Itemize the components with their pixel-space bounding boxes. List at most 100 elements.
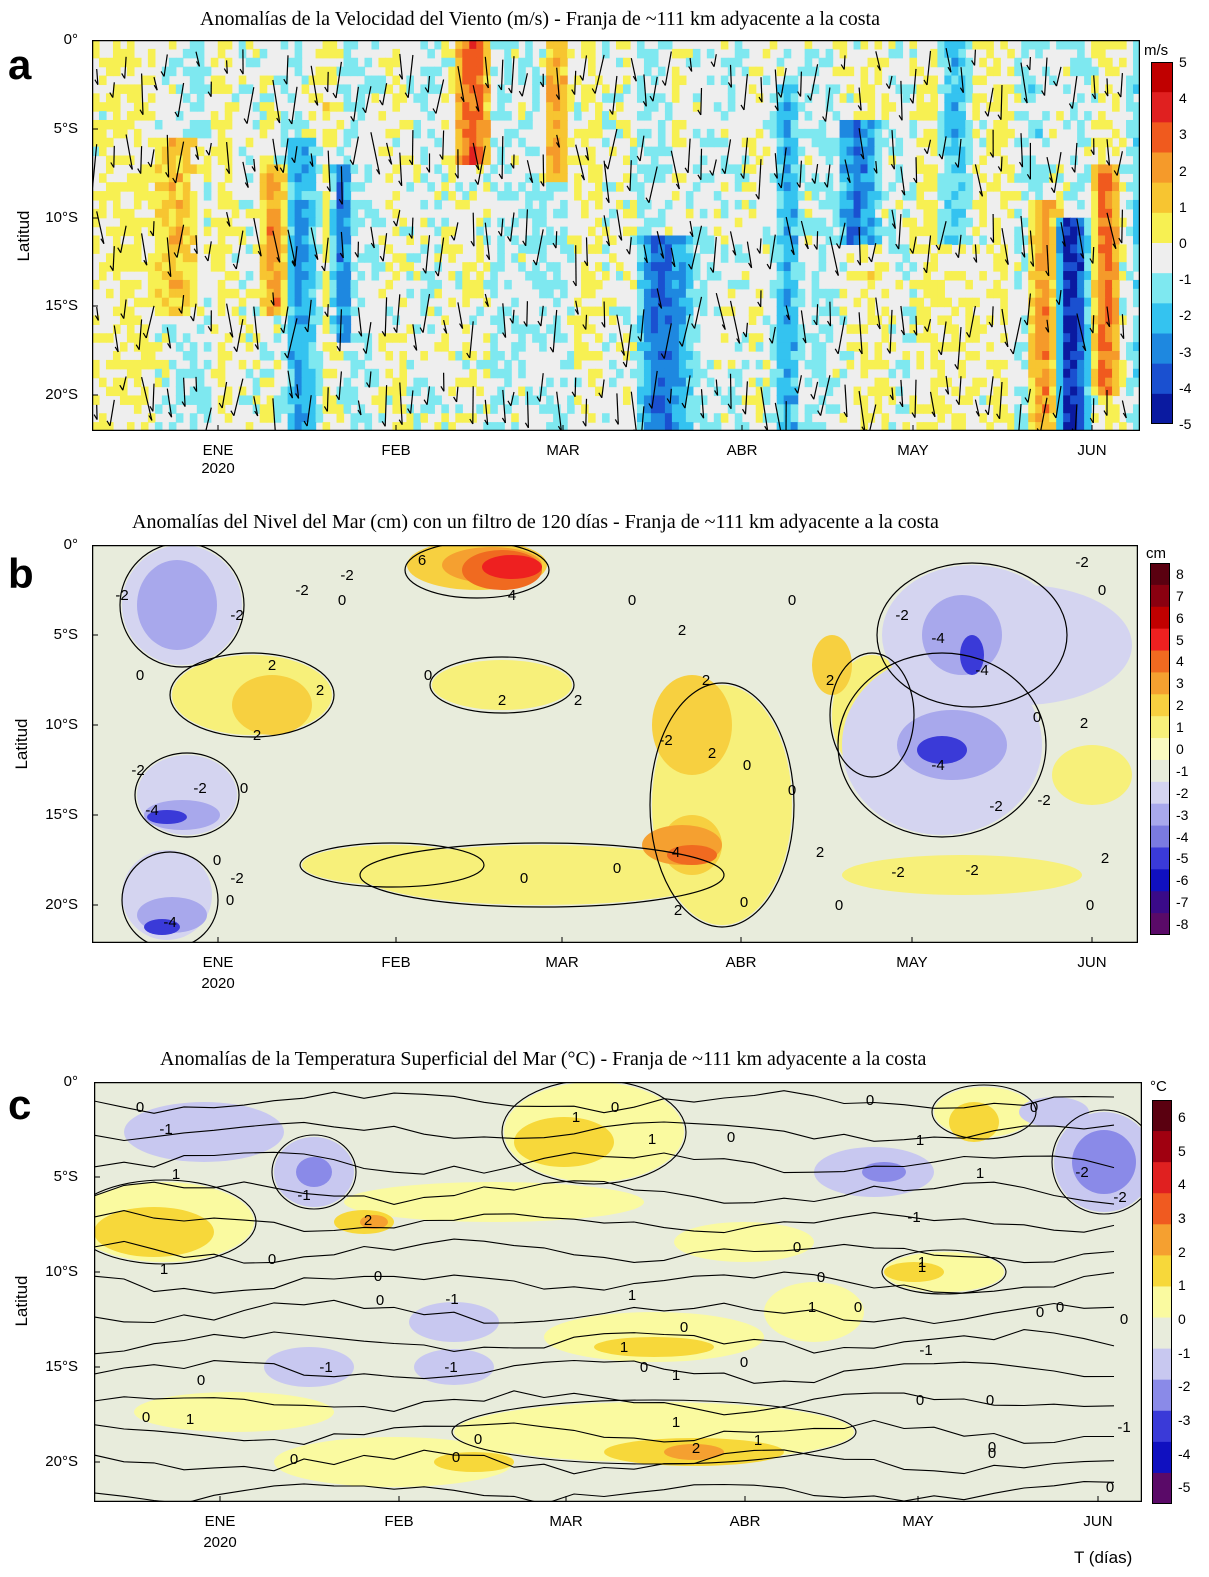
heatmap-cell: [154, 422, 163, 431]
wind-arrow-head: [506, 236, 512, 242]
heatmap-cell: [1091, 377, 1099, 388]
heatmap-cell: [902, 306, 911, 317]
wind-arrow: [484, 399, 489, 425]
contour-label: 1: [628, 1287, 636, 1304]
heatmap-cell: [308, 422, 317, 431]
heatmap-cell: [1000, 191, 1008, 201]
heatmap-cell: [944, 377, 952, 388]
heatmap-cell: [1042, 279, 1050, 290]
heatmap-cell: [860, 182, 869, 192]
colorbar-swatch: [1151, 62, 1173, 93]
heatmap-cell: [650, 422, 659, 431]
heatmap-cell: [217, 244, 226, 254]
heatmap-cell: [126, 66, 135, 77]
heatmap-cell: [217, 342, 226, 352]
wind-arrow-head: [270, 299, 275, 306]
contour-label: 0: [474, 1431, 482, 1448]
heatmap-cell: [392, 164, 401, 174]
wind-arrow-head: [834, 348, 839, 355]
anomaly-region: [134, 1392, 334, 1432]
heatmap-cell: [280, 288, 289, 299]
wind-arrow: [153, 76, 158, 91]
heatmap-cell: [105, 93, 114, 103]
wind-arrow-head: [813, 244, 818, 250]
heatmap-cell: [322, 395, 331, 405]
heatmap-cell: [525, 324, 533, 334]
heatmap-cell: [455, 155, 463, 166]
heatmap-cell: [483, 404, 491, 414]
heatmap-cell: [336, 253, 345, 263]
heatmap-cell: [224, 119, 233, 130]
heatmap-cell: [217, 119, 226, 130]
heatmap-cell: [1070, 226, 1078, 237]
heatmap-cell: [1042, 386, 1050, 397]
wind-arrow-head: [689, 231, 694, 238]
heatmap-cell: [462, 66, 470, 77]
heatmap-cell: [441, 173, 449, 183]
heatmap-cell: [1035, 351, 1043, 361]
heatmap-cell: [588, 164, 596, 174]
wind-arrow: [287, 370, 294, 399]
heatmap-cell: [301, 244, 310, 254]
wind-arrow-head: [636, 155, 641, 162]
heatmap-cell: [301, 324, 310, 334]
heatmap-cell: [993, 66, 1001, 77]
heatmap-cell: [308, 75, 317, 86]
heatmap-cell: [741, 422, 750, 431]
heatmap-cell: [1098, 57, 1106, 68]
wind-arrow-head: [1026, 173, 1031, 180]
heatmap-cell: [175, 342, 184, 352]
heatmap-cell: [168, 422, 177, 431]
wind-arrow: [1026, 293, 1031, 326]
heatmap-cell: [560, 288, 568, 299]
heatmap-cell: [678, 404, 687, 414]
heatmap-cell: [860, 413, 869, 423]
heatmap-cell: [1105, 235, 1113, 245]
colorbar-tick-label: -4: [1178, 1445, 1191, 1462]
heatmap-cell: [350, 199, 359, 210]
heatmap-cell: [448, 297, 456, 308]
heatmap-cell: [1091, 66, 1099, 77]
heatmap-cell: [588, 40, 596, 50]
heatmap-cell: [483, 40, 491, 50]
heatmap-cell: [650, 279, 659, 290]
heatmap-cell: [804, 217, 813, 228]
heatmap-cell: [196, 404, 205, 414]
wind-arrow: [816, 231, 819, 250]
heatmap-cell: [259, 93, 268, 103]
heatmap-cell: [636, 262, 645, 272]
heatmap-cell: [210, 217, 219, 228]
heatmap-cell: [888, 235, 897, 245]
wind-arrow: [484, 56, 489, 89]
heatmap-cell: [469, 351, 477, 361]
wind-arrow-head: [193, 248, 198, 255]
heatmap-cell: [657, 422, 666, 431]
heatmap-cell: [720, 413, 729, 423]
wind-arrow: [838, 222, 846, 249]
heatmap-cell: [993, 368, 1001, 379]
wind-arrow: [502, 389, 506, 423]
heatmap-cell: [238, 297, 247, 308]
heatmap-cell: [378, 333, 387, 343]
heatmap-cell: [930, 164, 938, 174]
heatmap-cell: [252, 244, 261, 254]
heatmap-cell: [154, 279, 163, 290]
wind-arrow: [689, 220, 694, 237]
heatmap-cell: [874, 386, 883, 397]
heatmap-cell: [294, 155, 303, 166]
wind-arrow-head: [794, 387, 799, 394]
heatmap-cell: [532, 324, 540, 334]
heatmap-cell: [371, 93, 380, 103]
heatmap-cell: [643, 279, 652, 290]
heatmap-cell: [469, 128, 477, 139]
heatmap-cell: [832, 306, 841, 317]
heatmap-cell: [790, 182, 799, 192]
heatmap-cell: [1077, 279, 1085, 290]
heatmap-cell: [560, 75, 568, 86]
heatmap-cell: [182, 173, 191, 183]
heatmap-cell: [133, 102, 142, 112]
anomaly-region: [434, 1452, 514, 1472]
heatmap-cell: [497, 235, 505, 245]
heatmap-cell: [671, 84, 680, 94]
heatmap-cell: [818, 306, 827, 317]
